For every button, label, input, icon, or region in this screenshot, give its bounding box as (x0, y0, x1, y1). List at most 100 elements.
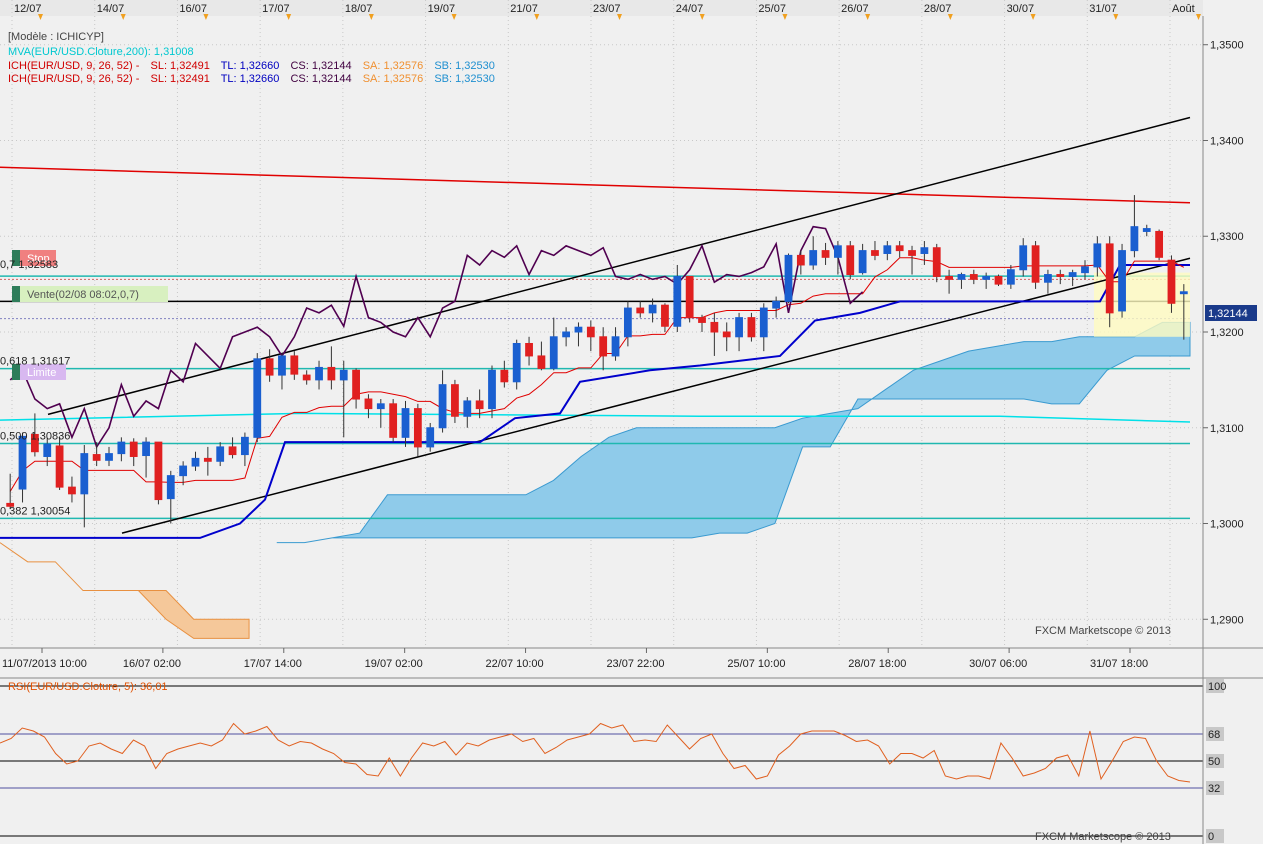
top-date-label: Août (1172, 3, 1195, 15)
candle-body (228, 446, 237, 456)
stop-order-label: Stop (27, 253, 50, 265)
bottom-date-label: 19/07 02:00 (365, 658, 423, 670)
top-date-label: 24/07 (676, 3, 704, 15)
bottom-date-label: 11/07/2013 10:00 (2, 658, 87, 670)
legend-ich-prefix: ICH(EUR/USD, 9, 26, 52) - (8, 60, 140, 72)
candle-body (759, 307, 768, 338)
candle-body (352, 369, 360, 400)
bottom-date-label: 22/07 10:00 (486, 658, 544, 670)
event-marker (534, 14, 540, 20)
top-date-strip (0, 0, 1203, 16)
candle-body (525, 342, 533, 357)
candle-body (216, 446, 225, 462)
top-date-label: 12/07 (14, 3, 42, 15)
top-date-label: 19/07 (428, 3, 456, 15)
candle-body (92, 454, 101, 461)
candle-body (772, 300, 781, 309)
candle-body (895, 245, 904, 252)
legend-model: [Modèle : ICHICYP] (8, 31, 104, 43)
candle-body (315, 366, 323, 381)
candle-body (166, 475, 175, 500)
candle-body (1006, 269, 1015, 285)
candle-body (290, 355, 299, 375)
price-axis[interactable] (1203, 16, 1263, 648)
candle-body (68, 486, 76, 495)
rsi-line (0, 722, 1191, 783)
candle-body (945, 275, 953, 280)
price-tick-label: 1,3400 (1210, 135, 1244, 147)
candle-body (327, 366, 336, 381)
candle-body (438, 384, 447, 429)
top-date-label: 14/07 (97, 3, 125, 15)
ichimoku-cloud-band (0, 542, 250, 639)
event-marker (699, 14, 705, 20)
rsi-tick-box (1206, 754, 1224, 768)
event-marker (286, 14, 292, 20)
event-marker (1030, 14, 1036, 20)
top-date-label: 18/07 (345, 3, 373, 15)
candle-body (994, 275, 1003, 285)
limit-order-tag[interactable] (12, 364, 66, 380)
candle-body (389, 403, 398, 438)
candle-body (623, 307, 632, 338)
candle-body (784, 254, 793, 302)
sell-order-handle[interactable] (12, 286, 20, 302)
bottom-date-label: 17/07 14:00 (244, 658, 302, 670)
fibonacci-labels: 0,618 1,31617 0,500 1,30836 0,382 1,30054 (0, 356, 70, 518)
top-date-label: 26/07 (841, 3, 869, 15)
event-marker (1196, 14, 1201, 20)
candle-body (500, 369, 509, 383)
candle-body (1167, 259, 1176, 304)
candle-body (1179, 291, 1188, 295)
candle-body (809, 250, 818, 266)
fib-top-label: 0,7 1,32583 (0, 259, 58, 271)
watermark: FXCM Marketscope © 2013 (1035, 625, 1171, 637)
indicator-lines (0, 116, 1191, 539)
candle-body (179, 465, 188, 477)
top-date-label: 21/07 (510, 3, 538, 15)
rsi-tick-label: 0 (1208, 831, 1214, 843)
top-date-label: 28/07 (924, 3, 952, 15)
candle-body (278, 355, 286, 376)
bottom-date-label: 25/07 10:00 (727, 658, 785, 670)
price-tick-label: 1,3000 (1210, 519, 1244, 531)
candle-body (710, 321, 719, 333)
last-price-label: 1,32144 (1208, 308, 1248, 320)
event-marker (617, 14, 622, 20)
sell-order-tag[interactable] (12, 286, 168, 302)
event-marker (120, 14, 126, 20)
price-tick-label: 1,3500 (1210, 40, 1244, 52)
rsi-legend: RSI(EUR/USD.Cloture, 5): 36,01 (8, 681, 168, 693)
candle-body (512, 342, 521, 383)
candle-body (796, 254, 805, 266)
event-marker (865, 14, 871, 20)
candle-body (426, 427, 435, 448)
bottom-date-label: 16/07 02:00 (123, 658, 181, 670)
legend-ich-cs: CS: 1,32144 (290, 73, 351, 85)
price-tick-label: 1,2900 (1210, 614, 1244, 626)
limit-order-handle[interactable] (12, 364, 20, 380)
candle-body (747, 317, 756, 338)
candle-body (1130, 226, 1139, 252)
stop-order-tag[interactable] (12, 250, 56, 266)
rsi-tick-box (1206, 679, 1224, 693)
limit-order-label: Limite (27, 367, 56, 379)
candle-body (55, 445, 64, 488)
candle-body (574, 326, 583, 333)
candle-body (117, 441, 126, 455)
legend-ich-sb: SB: 1,32530 (434, 73, 495, 85)
legend-ich-sl: SL: 1,32491 (150, 60, 209, 72)
tenkan-sen-line (9, 257, 1185, 492)
candle-body (969, 274, 978, 280)
candle-body (698, 317, 706, 323)
rsi-tick-label: 100 (1208, 681, 1226, 693)
candle-body (871, 250, 879, 256)
bottom-date-label: 28/07 18:00 (848, 658, 906, 670)
candle-body (253, 358, 262, 438)
candle-body (401, 408, 410, 438)
candle-body (599, 336, 608, 357)
price-tick-label: 1,3100 (1210, 423, 1244, 435)
stop-order-handle[interactable] (12, 250, 20, 266)
top-date-label: 25/07 (758, 3, 786, 15)
